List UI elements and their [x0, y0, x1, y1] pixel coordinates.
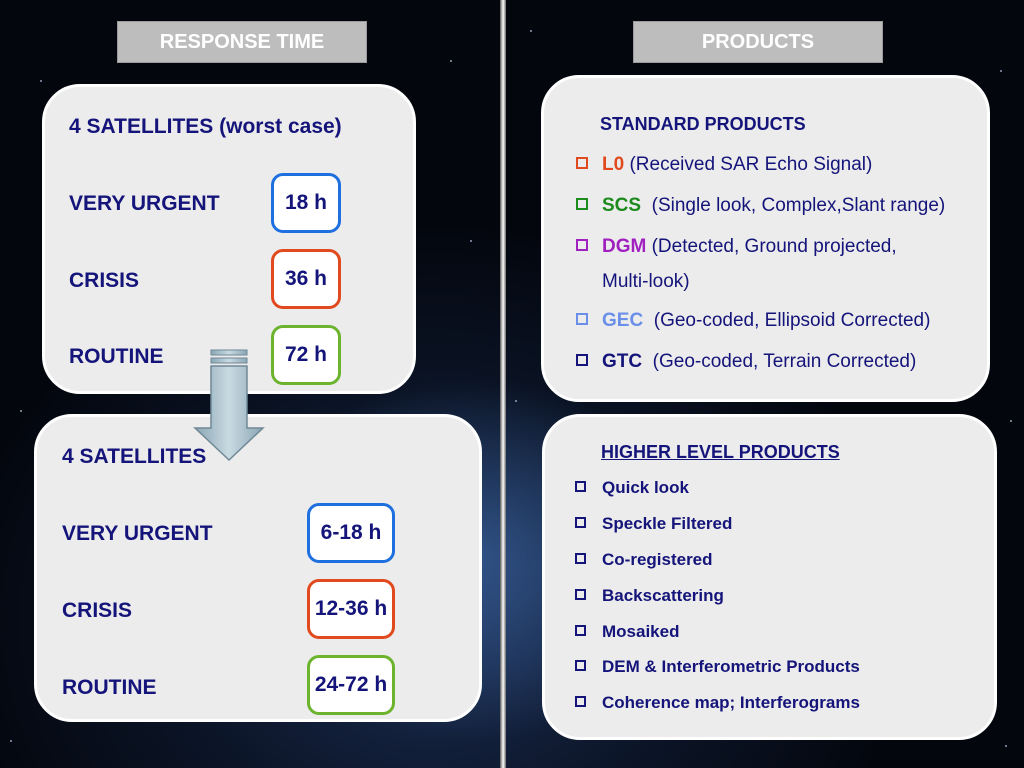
product-scs: SCS (Single look, Complex,Slant range)	[576, 195, 945, 217]
checkbox-icon	[576, 354, 588, 366]
higher-item-backscattering: Backscattering	[575, 586, 724, 606]
product-dgm: DGM (Detected, Ground projected,	[576, 236, 897, 258]
product-dgm-desc-cont: Multi-look)	[602, 271, 690, 292]
product-code: GTC	[602, 351, 643, 372]
higher-item-speckle-filtered: Speckle Filtered	[575, 514, 732, 534]
checkbox-icon	[576, 239, 588, 251]
routine-label: ROUTINE	[69, 345, 164, 368]
checkbox-icon	[575, 625, 586, 636]
product-gec: GEC (Geo-coded, Ellipsoid Corrected)	[576, 310, 930, 332]
product-gtc: GTC (Geo-coded, Terrain Corrected)	[576, 351, 916, 373]
higher-item-label: Backscattering	[602, 586, 724, 605]
very-urgent-label: VERY URGENT	[69, 192, 220, 215]
checkbox-icon	[575, 517, 586, 528]
down-arrow-icon	[193, 349, 265, 462]
response-time-header: RESPONSE TIME	[117, 21, 367, 63]
routine-value-2: 24-72 h	[307, 655, 395, 715]
crisis-label-2: CRISIS	[62, 599, 133, 622]
worst-case-panel: 4 SATELLITES (worst case) VERY URGENT 18…	[42, 84, 416, 394]
routine-value: 72 h	[271, 325, 341, 385]
higher-item-coherence: Coherence map; Interferograms	[575, 693, 860, 713]
higher-item-dem: DEM & Interferometric Products	[575, 657, 860, 677]
checkbox-icon	[575, 660, 586, 671]
product-code: GEC	[602, 310, 644, 331]
higher-item-quick-look: Quick look	[575, 478, 689, 498]
checkbox-icon	[576, 313, 588, 325]
higher-item-label: Mosaiked	[602, 622, 680, 641]
very-urgent-label-2: VERY URGENT	[62, 522, 213, 545]
product-l0: L0 (Received SAR Echo Signal)	[576, 154, 872, 176]
routine-label-2: ROUTINE	[62, 676, 157, 699]
product-code: L0	[602, 154, 625, 175]
standard-products-title: STANDARD PRODUCTS	[600, 114, 806, 134]
crisis-value: 36 h	[271, 249, 341, 309]
higher-item-label: Speckle Filtered	[602, 514, 733, 533]
crisis-label: CRISIS	[69, 269, 140, 292]
higher-item-label: Quick look	[602, 478, 689, 497]
product-desc: (Detected, Ground projected,	[651, 236, 897, 257]
higher-item-mosaiked: Mosaiked	[575, 622, 679, 642]
higher-level-products-panel: HIGHER LEVEL PRODUCTS Quick look Speckle…	[542, 414, 997, 740]
standard-products-panel: STANDARD PRODUCTS L0 (Received SAR Echo …	[541, 75, 990, 402]
checkbox-icon	[576, 157, 588, 169]
checkbox-icon	[575, 589, 586, 600]
products-header: PRODUCTS	[633, 21, 883, 63]
crisis-value-2: 12-36 h	[307, 579, 395, 639]
four-satellites-panel: 4 SATELLITES VERY URGENT 6-18 h CRISIS 1…	[34, 414, 482, 722]
higher-item-label: DEM & Interferometric Products	[602, 657, 860, 676]
checkbox-icon	[575, 553, 586, 564]
four-satellites-title: 4 SATELLITES	[62, 445, 207, 468]
product-code: SCS	[602, 195, 642, 216]
product-desc: (Single look, Complex,Slant range)	[651, 195, 946, 216]
product-code: DGM	[602, 236, 647, 257]
higher-item-label: Co-registered	[602, 550, 713, 569]
checkbox-icon	[576, 198, 588, 210]
higher-item-label: Coherence map; Interferograms	[602, 693, 860, 712]
higher-level-products-title: HIGHER LEVEL PRODUCTS	[601, 442, 840, 462]
product-desc: (Geo-coded, Terrain Corrected)	[652, 351, 917, 372]
higher-item-co-registered: Co-registered	[575, 550, 713, 570]
product-desc: (Received SAR Echo Signal)	[629, 154, 873, 175]
checkbox-icon	[575, 481, 586, 492]
checkbox-icon	[575, 696, 586, 707]
product-desc: (Geo-coded, Ellipsoid Corrected)	[653, 310, 931, 331]
very-urgent-value: 18 h	[271, 173, 341, 233]
column-divider	[500, 0, 506, 768]
very-urgent-value-2: 6-18 h	[307, 503, 395, 563]
worst-case-title: 4 SATELLITES (worst case)	[69, 115, 342, 138]
